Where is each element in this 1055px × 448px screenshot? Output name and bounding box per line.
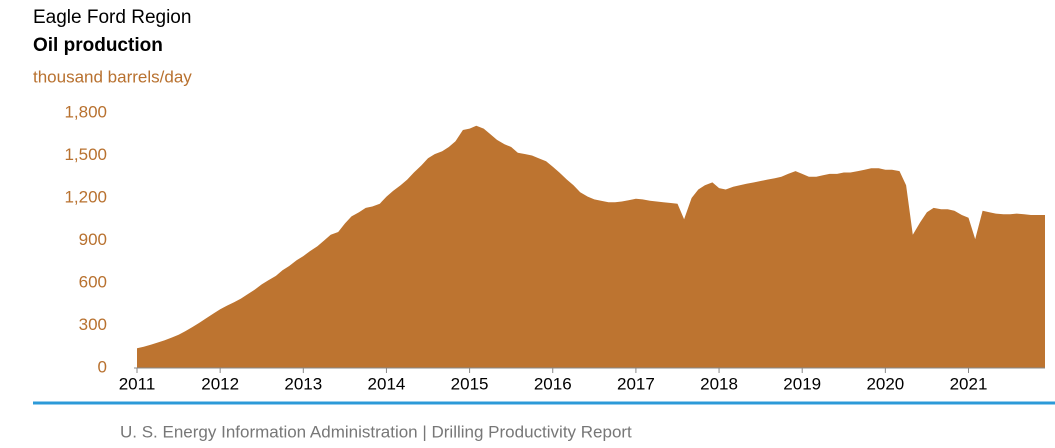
y-tick-label: 900 [79,230,107,249]
y-axis-label: thousand barrels/day [33,67,192,86]
x-tick-label: 2015 [451,374,489,393]
x-tick-label: 2019 [783,374,821,393]
y-tick-label: 1,200 [64,187,107,206]
x-tick-label: 2021 [950,374,988,393]
x-tick-label: 2014 [368,374,406,393]
x-tick-label: 2011 [119,374,156,393]
x-tick-label: 2013 [284,374,322,393]
x-tick-label: 2018 [700,374,738,393]
y-tick-label: 1,800 [64,102,107,121]
y-tick-label: 1,500 [64,145,107,164]
y-tick-label: 0 [98,357,107,376]
x-tick-label: 2012 [201,374,239,393]
x-tick-label: 2016 [534,374,572,393]
x-tick-label: 2020 [866,374,904,393]
x-tick-label: 2017 [617,374,655,393]
y-tick-label: 300 [79,315,107,334]
chart-title: Eagle Ford Region [33,7,191,28]
area [137,125,1045,368]
y-tick-label: 600 [79,272,107,291]
source: U. S. Energy Information Administration … [120,422,632,441]
chart-subtitle: Oil production [33,35,163,56]
